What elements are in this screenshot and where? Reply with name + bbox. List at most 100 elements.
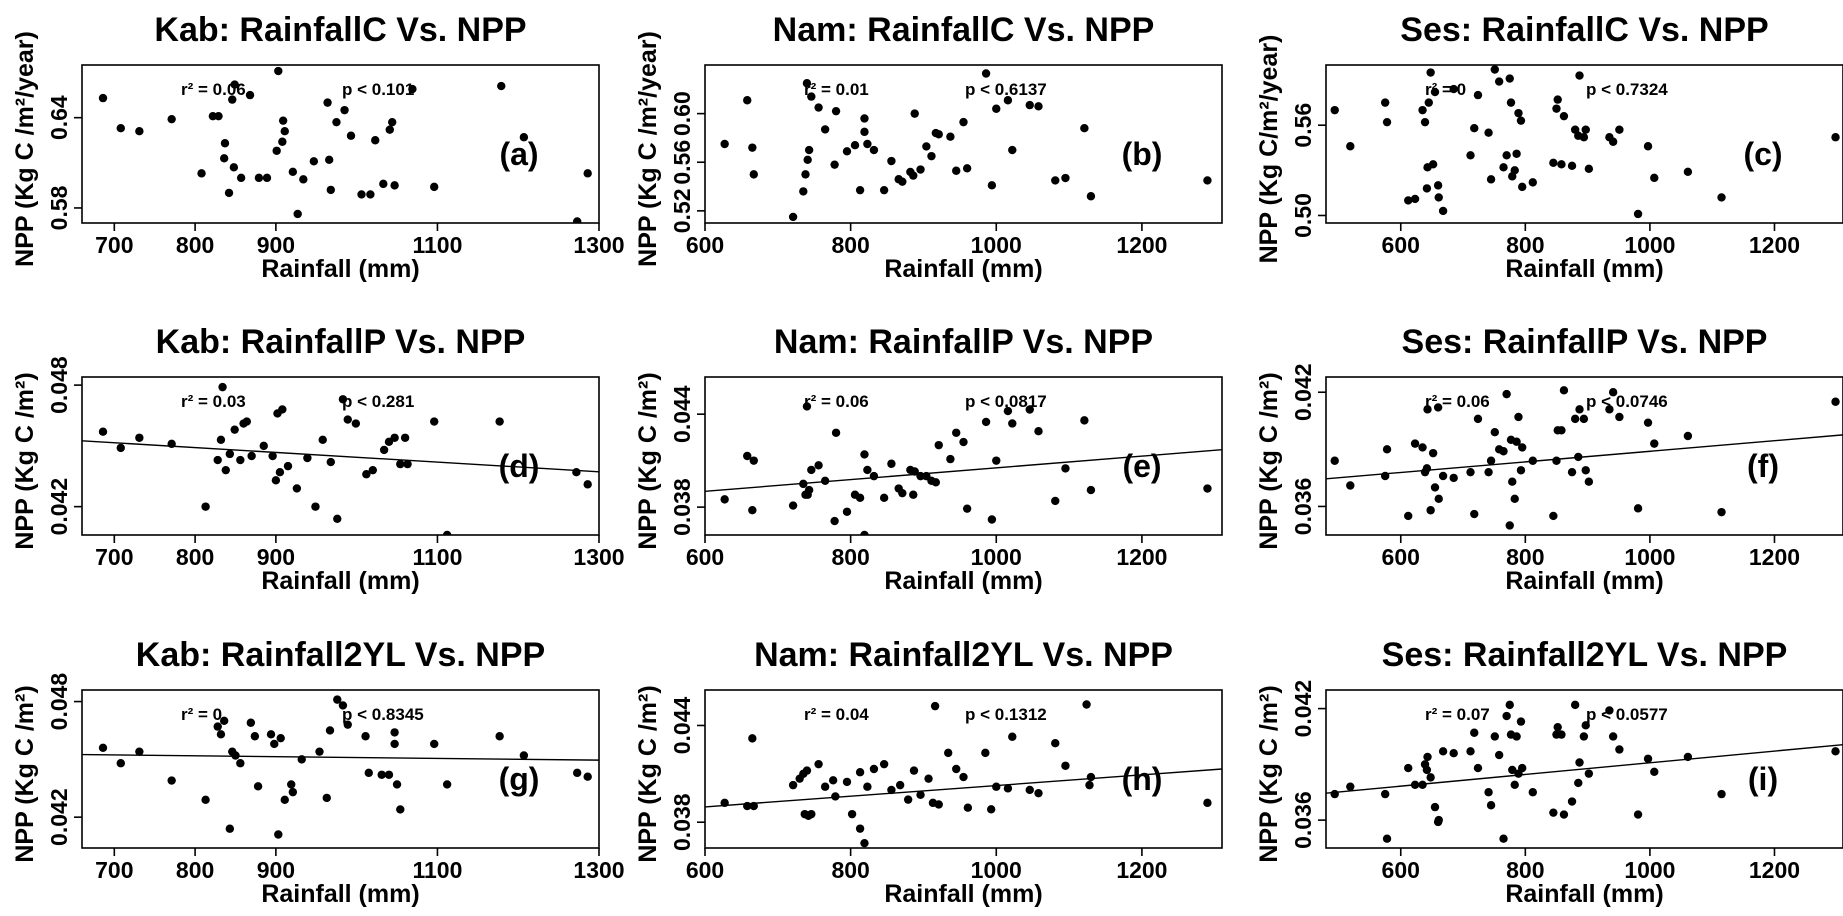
data-point [572, 217, 582, 223]
data-point [1494, 750, 1504, 760]
data-point [1423, 752, 1432, 762]
data-point [855, 768, 865, 777]
data-point [245, 90, 255, 100]
data-point [116, 124, 125, 133]
x-tick-label: 700 [95, 544, 133, 570]
r-squared-annotation: r² = 0.06 [1425, 392, 1490, 411]
panel-8: Nam: Rainfall2YL Vs. NPP 600 800 1000 1200 0.… [634, 636, 1223, 908]
x-tick-label: 1000 [1624, 232, 1675, 258]
data-point [959, 772, 968, 782]
data-point [167, 114, 176, 124]
data-point [1380, 98, 1390, 107]
data-point [952, 166, 961, 175]
data-point [863, 782, 872, 791]
data-point [1433, 403, 1443, 412]
data-point [743, 801, 752, 811]
data-point [1410, 780, 1420, 789]
data-point [887, 785, 896, 795]
panel-title: Ses: RainfallP Vs. NPP [1402, 323, 1768, 361]
data-point [221, 465, 230, 475]
y-axis-label: NPP (Kg C /m²) [634, 685, 662, 862]
data-point [831, 428, 841, 437]
data-point [280, 795, 289, 805]
data-point [934, 440, 943, 450]
data-point [1549, 808, 1558, 817]
data-point [390, 728, 399, 737]
data-point [293, 209, 302, 219]
data-point [1518, 763, 1527, 773]
data-point [324, 155, 334, 164]
data-point [385, 125, 394, 134]
data-point [213, 455, 222, 465]
data-point [1581, 125, 1590, 134]
data-point [987, 181, 997, 190]
data-point [495, 417, 504, 426]
data-point [266, 730, 276, 739]
data-points [1330, 700, 1840, 843]
data-point [1528, 788, 1538, 797]
y-axis-label: NPP (Kg C /m²) [11, 685, 39, 862]
data-point [1559, 810, 1569, 819]
data-point [1486, 175, 1496, 184]
y-tick-label: 0.042 [1290, 363, 1316, 421]
data-point [1717, 789, 1726, 799]
data-point [332, 117, 341, 127]
data-point [1575, 758, 1584, 767]
data-point [229, 163, 239, 172]
data-points [98, 382, 592, 535]
data-point [887, 156, 896, 166]
data-point [408, 84, 417, 94]
y-axis-label: NPP (Kg C /m²/year) [11, 31, 39, 267]
data-point [743, 451, 752, 461]
p-value-annotation: p < 0.8345 [342, 705, 424, 724]
data-point [219, 716, 229, 726]
x-tick-label: 1300 [573, 544, 624, 570]
data-point [1382, 834, 1392, 843]
data-point [318, 435, 327, 444]
data-point [231, 751, 240, 760]
plot-frame [1325, 689, 1843, 849]
data-point [1579, 133, 1589, 142]
data-point [1615, 745, 1624, 754]
data-point [916, 790, 925, 799]
x-tick-label: 600 [1382, 544, 1420, 570]
y-tick-label: 0.042 [46, 478, 72, 536]
x-tick-label: 800 [1506, 544, 1544, 570]
data-point [910, 109, 919, 118]
data-point [1008, 145, 1017, 155]
data-point [850, 141, 860, 150]
data-point [828, 776, 838, 785]
data-point [224, 188, 234, 198]
data-point [934, 800, 943, 809]
data-point [1608, 732, 1618, 741]
y-axis-label: NPP (Kg C /m²/year) [634, 31, 662, 267]
data-point [1008, 419, 1017, 428]
regression-line [1325, 434, 1843, 480]
y-axis-label: NPP (Kg C /m²) [634, 372, 662, 549]
data-point [1490, 428, 1500, 437]
data-point [325, 726, 335, 735]
r-squared-annotation: r² = 0.07 [1425, 705, 1490, 724]
data-point [1579, 732, 1589, 741]
panel-title: Nam: Rainfall2YL Vs. NPP [754, 636, 1173, 674]
data-point [340, 105, 349, 115]
data-point [748, 506, 757, 515]
data-point [1549, 511, 1558, 521]
y-tick-label: 0.038 [669, 478, 695, 536]
data-point [343, 720, 352, 729]
x-axis-label: Rainfall (mm) [1505, 880, 1663, 908]
y-axis-label: NPP (Kg C /m²) [11, 372, 39, 549]
panel-5: Nam: RainfallP Vs. NPP 600 800 1000 1200 0.03… [634, 323, 1223, 595]
p-value-annotation: p < 0.281 [342, 392, 414, 411]
data-point [1466, 747, 1475, 756]
x-tick-label: 700 [95, 232, 133, 258]
x-tick-label: 1000 [971, 232, 1022, 258]
data-point [1510, 494, 1519, 504]
x-tick-label: 600 [686, 857, 724, 883]
data-point [1506, 98, 1516, 107]
x-tick-label: 1000 [1624, 544, 1675, 570]
data-point [1034, 788, 1043, 798]
data-point [981, 69, 991, 78]
data-point [384, 770, 394, 779]
data-point [278, 116, 288, 125]
